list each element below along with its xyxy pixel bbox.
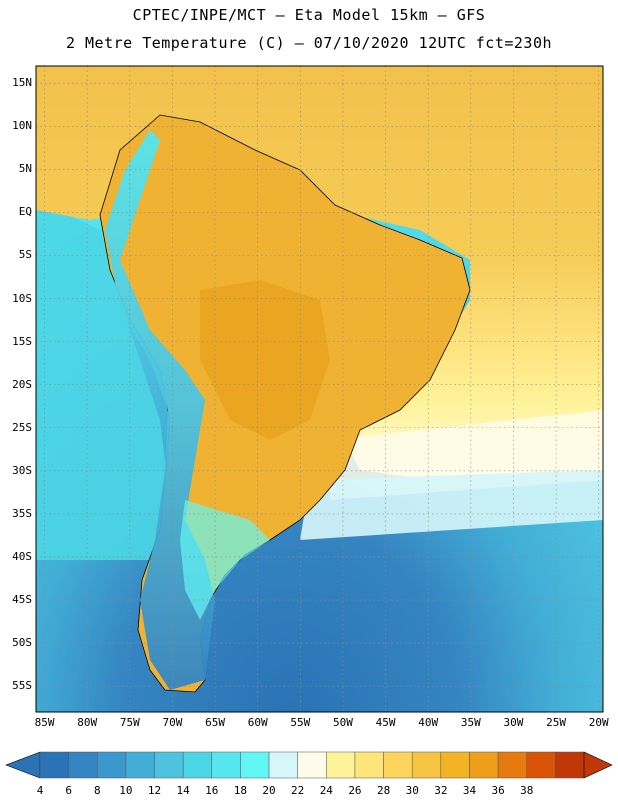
map-frame xyxy=(35,65,604,713)
latitude-tick-label: 10N xyxy=(12,119,32,133)
latitude-tick-label: 5S xyxy=(18,248,32,262)
colorbar-tick-label: 4 xyxy=(36,784,44,797)
map-title: CPTEC/INPE/MCT – Eta Model 15km – GFS xyxy=(132,6,486,24)
colorbar-swatch xyxy=(268,751,298,779)
colorbar-tick-label: 12 xyxy=(147,784,162,797)
longitude-tick-label: 75W xyxy=(119,716,140,729)
colorbar-swatch xyxy=(182,751,213,779)
colorbar-tick-label: 8 xyxy=(93,784,101,797)
graticule xyxy=(36,66,603,712)
longitude-tick-label: 70W xyxy=(162,716,183,729)
colorbar-swatch xyxy=(354,751,384,779)
pacific-field xyxy=(36,200,170,560)
colorbar-swatch xyxy=(240,751,270,779)
map-subtitle: 2 Metre Temperature (C) – 07/10/2020 12U… xyxy=(65,34,553,52)
colorbar-swatch xyxy=(297,751,327,779)
longitude-tick-label: 85W xyxy=(34,716,55,729)
colorbar-swatch xyxy=(39,751,69,779)
longitude-tick-label: 35W xyxy=(460,716,481,729)
colorbar-tick-label: 24 xyxy=(319,784,333,797)
colorbar-tick-label: 6 xyxy=(65,784,72,797)
longitude-tick-label: 55W xyxy=(290,716,311,729)
colorbar-left-arrow xyxy=(5,751,41,779)
latitude-tick-label: 40S xyxy=(12,549,32,563)
longitude-tick-label: 25W xyxy=(546,716,567,729)
latitude-tick-label: 15S xyxy=(12,334,32,348)
longitude-tick-label: 40W xyxy=(418,716,439,729)
latitude-tick-label: 45S xyxy=(12,593,32,607)
latitude-tick-label: 50S xyxy=(12,636,32,650)
latitude-tick-label: 5N xyxy=(18,162,32,176)
colorbar-tick-label: 38 xyxy=(520,784,534,797)
longitude-tick-label: 45W xyxy=(375,716,396,729)
colorbar-tick-label: 30 xyxy=(405,784,419,797)
colorbar-swatch xyxy=(469,751,499,779)
colorbar-tick-label: 14 xyxy=(176,784,190,797)
colorbar-swatch xyxy=(154,751,184,779)
colorbar xyxy=(5,751,613,779)
latitude-tick-label: 25S xyxy=(12,420,32,434)
latitude-tick-label: 35S xyxy=(12,506,32,520)
colorbar-tick-label: 10 xyxy=(119,784,133,797)
colorbar-tick-label: 20 xyxy=(262,784,276,797)
colorbar-tick-label: 26 xyxy=(348,784,362,797)
interior-hot-area xyxy=(200,280,330,440)
longitude-tick-label: 60W xyxy=(247,716,268,729)
longitude-tick-label: 30W xyxy=(503,716,524,729)
colorbar-tick-label: 28 xyxy=(376,784,391,797)
colorbar-swatch xyxy=(326,751,356,779)
colorbar-swatch xyxy=(383,751,413,779)
cool-ocean-band xyxy=(300,470,603,540)
colorbar-tick-label: 34 xyxy=(462,784,477,797)
longitude-tick-label: 65W xyxy=(205,716,225,729)
latitude-tick-label: 30S xyxy=(12,463,32,477)
latitude-tick-label: EQ xyxy=(18,205,32,219)
patagonia-area xyxy=(180,500,270,620)
colorbar-swatch xyxy=(411,751,442,779)
latitude-tick-label: 55S xyxy=(12,679,32,693)
colorbar-right-arrow xyxy=(583,751,613,779)
colorbar-swatch xyxy=(555,751,585,779)
colorbar-swatch xyxy=(526,751,556,779)
latitude-tick-label: 20S xyxy=(12,377,32,391)
latitude-tick-label: 10S xyxy=(12,291,32,305)
longitude-tick-label: 50W xyxy=(333,716,353,729)
colorbar-swatch xyxy=(68,751,98,779)
colorbar-swatch xyxy=(497,751,527,779)
colorbar-swatch xyxy=(125,751,155,779)
colorbar-tick-label: 18 xyxy=(233,784,248,797)
colorbar-tick-label: 16 xyxy=(205,784,219,797)
colorbar-tick-label: 22 xyxy=(291,784,305,797)
colorbar-tick-label: 32 xyxy=(434,784,448,797)
longitude-tick-label: 20W xyxy=(588,716,609,729)
latitude-tick-label: 15N xyxy=(12,76,32,90)
colorbar-swatch xyxy=(440,751,470,779)
colorbar-tick-label: 36 xyxy=(491,784,505,797)
colorbar-swatch xyxy=(211,751,241,779)
longitude-tick-label: 80W xyxy=(77,716,98,729)
colorbar-swatch xyxy=(97,751,127,779)
